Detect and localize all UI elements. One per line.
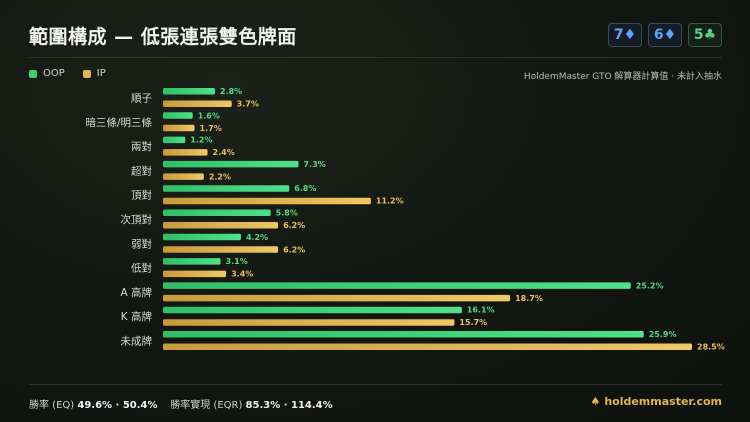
category-label: A 高牌 [120, 286, 152, 299]
bar-ip [163, 246, 279, 253]
diamond-icon: ♦ [663, 27, 677, 43]
bar-ip [163, 270, 227, 278]
data-label-oop: 3.1% [226, 257, 248, 266]
eqr-values: 85.3% · 114.4% [245, 400, 333, 411]
data-label-ip: 2.2% [209, 172, 231, 181]
legend-swatch-ip [82, 69, 91, 78]
data-label-ip: 28.5% [697, 343, 725, 352]
bar-oop [163, 136, 186, 144]
category-label: K 高牌 [121, 310, 153, 323]
data-label-oop: 25.9% [649, 330, 677, 339]
legend-label-oop: OOP [43, 68, 65, 79]
card-3-rank: 5 [693, 27, 704, 43]
source-note: HoldemMaster GTO 解算器計算值 · 未計入抽水 [523, 72, 722, 82]
data-label-oop: 4.2% [246, 233, 268, 242]
chart-legend: OOP IP [29, 68, 106, 79]
bar-chart: 順子 2.8% 3.7% 暗三條/明三條 1.6% 1.7% 兩對 1.2%2.4% 超對 7.3… [85, 87, 725, 352]
board-card-2: 6 ♦ [648, 23, 682, 47]
category-label: 弱對 [131, 237, 152, 250]
category-label: 兩對 [131, 140, 152, 153]
bar-oop [163, 282, 631, 289]
card-1-rank: 7 [613, 27, 624, 43]
bar-ip [163, 100, 232, 107]
page-title: 範圍構成 — 低張連張雙色牌面 [29, 26, 297, 48]
data-label-ip: 6.2% [283, 245, 305, 254]
data-label-ip: 18.7% [515, 294, 543, 303]
eqr-label: 勝率實現 (EQR) [170, 400, 243, 411]
data-label-oop: 7.3% [303, 160, 325, 169]
data-label-oop: 25.2% [636, 281, 664, 290]
data-label-oop: 5.8% [276, 209, 298, 218]
legend-swatch-oop [29, 69, 37, 78]
brand-link: holdemmaster.com [604, 395, 722, 408]
footer-divider [29, 384, 722, 385]
bar-oop [163, 160, 299, 168]
bar-ip [163, 222, 279, 229]
data-label-oop: 1.6% [198, 111, 220, 120]
brand: ♠ holdemmaster.com [590, 395, 722, 408]
data-label-oop: 6.8% [294, 184, 316, 193]
legend-item-oop: OOP [29, 68, 65, 79]
bar-ip [163, 173, 204, 180]
footer-stats: 勝率 (EQ) 49.6% · 50.4% 勝率實現 (EQR) 85.3% ·… [29, 396, 333, 411]
bar-oop [163, 112, 193, 119]
spade-icon: ♠ [590, 395, 601, 408]
category-label: 暗三條/明三條 [85, 116, 152, 129]
card-2-rank: 6 [653, 27, 664, 43]
data-label-ip: 15.7% [459, 318, 487, 327]
category-label: 頂對 [131, 189, 152, 202]
data-label-oop: 2.8% [220, 87, 242, 96]
data-label-ip: 3.4% [231, 270, 253, 279]
club-icon: ♣ [703, 27, 717, 43]
bar-oop [163, 258, 221, 265]
legend-item-ip: IP [82, 68, 106, 79]
diamond-icon: ♦ [623, 27, 637, 43]
bar-oop [163, 209, 271, 216]
bar-ip [163, 343, 692, 350]
bar-ip [163, 319, 455, 326]
category-label: 順子 [131, 93, 152, 105]
bar-ip [163, 294, 511, 302]
category-label: 低對 [131, 262, 152, 275]
data-label-ip: 6.2% [283, 221, 305, 230]
header-divider [29, 57, 722, 58]
category-label: 未成牌 [121, 335, 153, 348]
bar-oop [163, 306, 462, 314]
data-label-ip: 2.4% [213, 148, 235, 157]
eq-label: 勝率 (EQ) [29, 400, 75, 411]
board-card-3: 5 ♣ [688, 23, 722, 47]
legend-label-ip: IP [96, 68, 106, 79]
bar-ip [163, 124, 195, 132]
bar-oop [163, 185, 290, 192]
board-card-1: 7 ♦ [608, 23, 642, 47]
bar-ip [163, 197, 371, 205]
bar-ip [163, 149, 208, 156]
data-label-oop: 16.1% [467, 306, 495, 315]
data-label-ip: 3.7% [237, 100, 259, 109]
data-label-ip: 1.7% [200, 124, 222, 133]
eq-values: 49.6% · 50.4% [77, 400, 158, 411]
bar-oop [163, 88, 215, 95]
board-cards: 7 ♦ 6 ♦ 5 ♣ [608, 23, 722, 47]
bar-oop [163, 233, 241, 241]
data-label-ip: 11.2% [376, 197, 404, 206]
category-label: 超對 [131, 164, 152, 177]
bar-oop [163, 331, 644, 338]
data-label-oop: 1.2% [190, 136, 212, 145]
category-label: 次頂對 [121, 213, 153, 226]
